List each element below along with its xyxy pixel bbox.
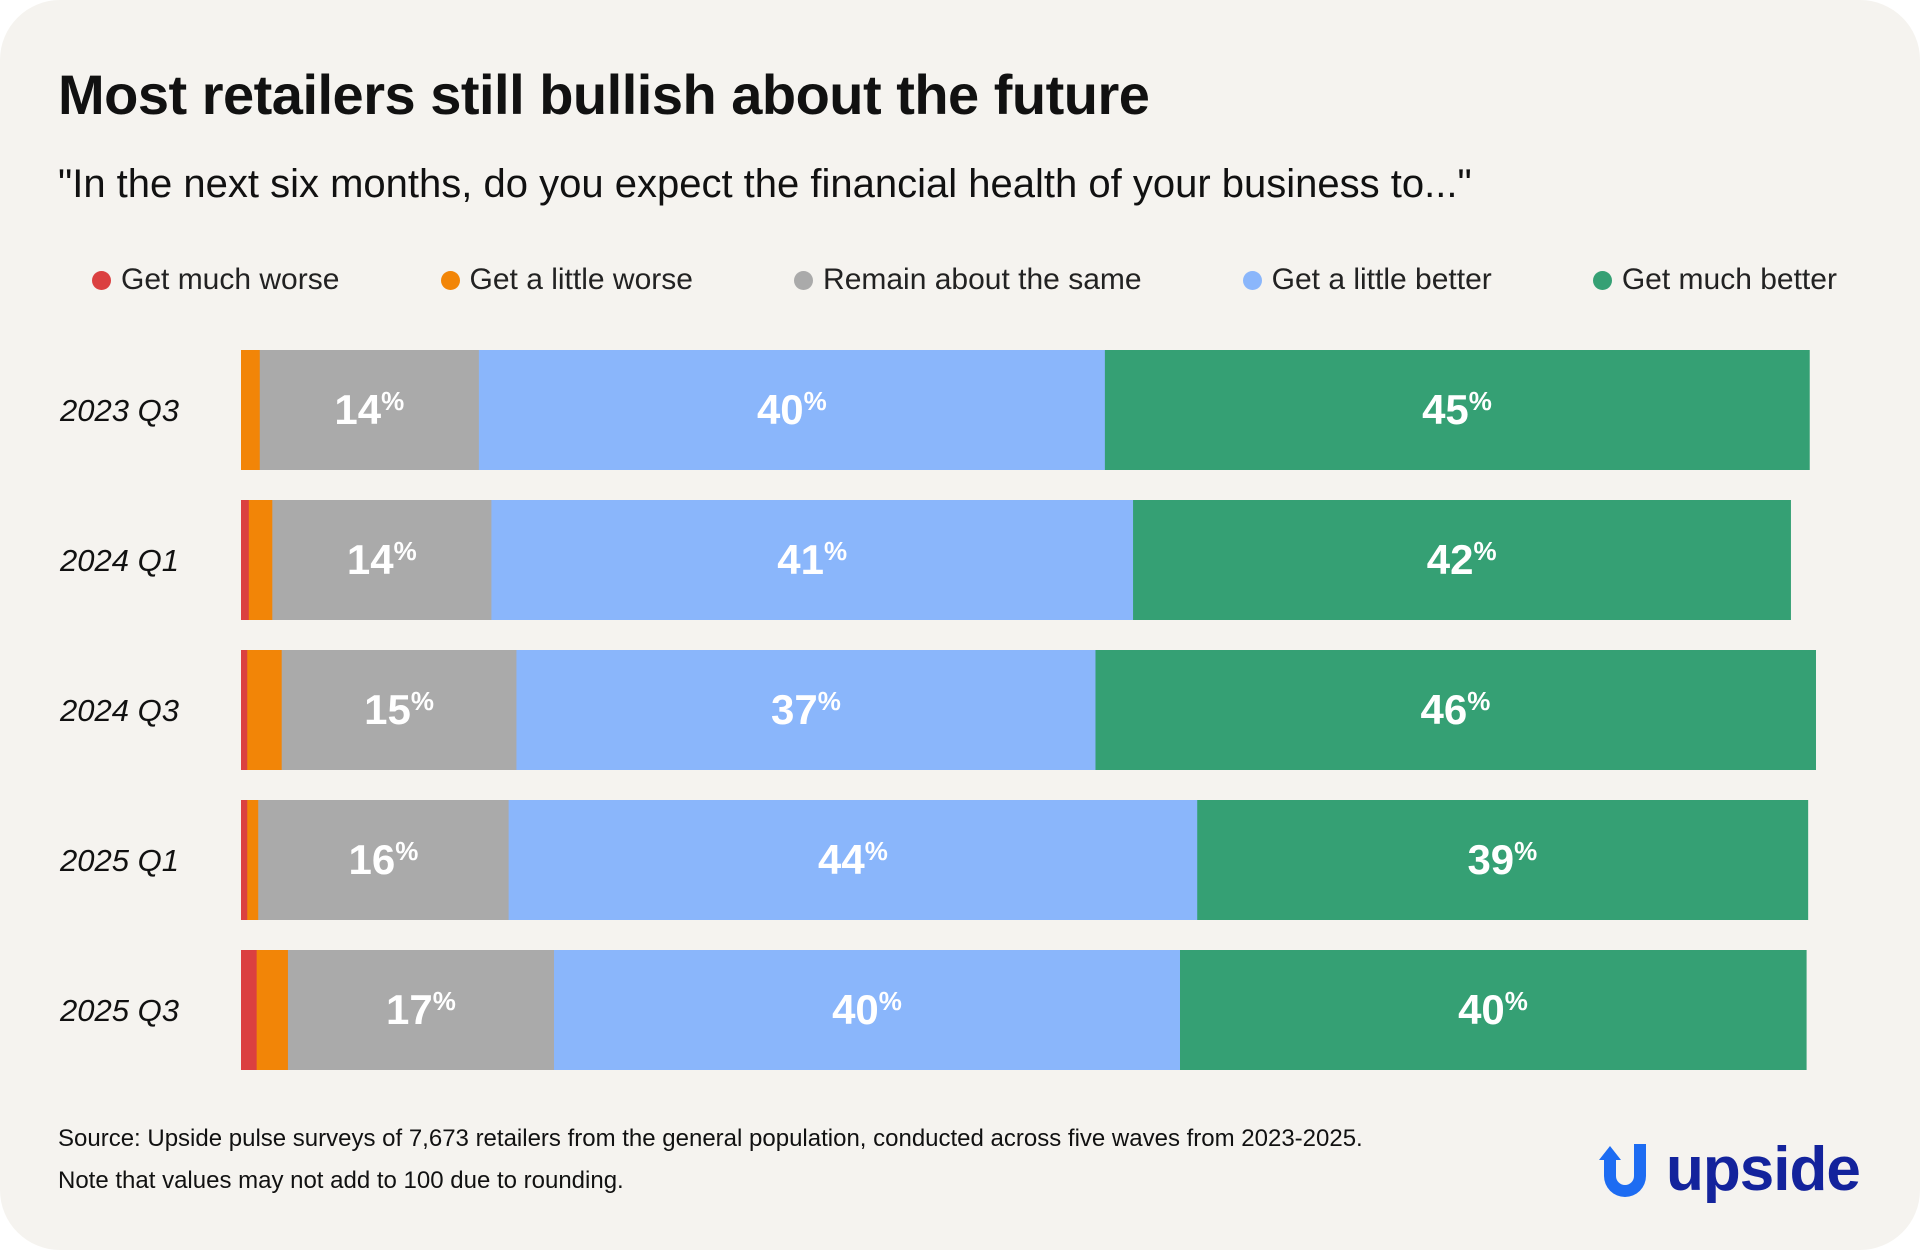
- bar-segment: [248, 500, 273, 620]
- bar-segment: [491, 500, 1134, 620]
- legend-dot-icon: [1242, 270, 1262, 290]
- legend: Get much worse Get a little worse Remain…: [92, 258, 1837, 302]
- bar-segment: [287, 950, 555, 1070]
- legend-item-much-better: Get much better: [1592, 263, 1837, 297]
- bar-segment: [508, 800, 1198, 920]
- legend-item-little-better: Get a little better: [1242, 263, 1492, 297]
- bar-segment: [241, 950, 258, 1070]
- bar-segment: [241, 650, 248, 770]
- legend-dot-icon: [1592, 270, 1612, 290]
- y-axis-tick-label: 2025 Q1: [59, 843, 179, 878]
- upside-arrow-icon: [1599, 1144, 1646, 1197]
- chart-subtitle: "In the next six months, do you expect t…: [58, 162, 1472, 206]
- bar-segment: [516, 650, 1097, 770]
- bar-segment: [478, 350, 1106, 470]
- bar-segment: [241, 500, 250, 620]
- legend-label: Get a little worse: [469, 263, 693, 296]
- bar-segment: [1180, 950, 1807, 1070]
- y-axis-tick-label: 2023 Q3: [59, 393, 179, 428]
- legend-label: Get a little better: [1271, 263, 1492, 296]
- bar-segment: [241, 800, 248, 920]
- legend-label: Get much better: [1621, 263, 1837, 296]
- bar-segment: [1095, 650, 1816, 770]
- bar-data-label: 14%: [334, 386, 404, 433]
- bar-segment: [258, 800, 510, 920]
- bar-data-label: 41%: [777, 536, 847, 583]
- legend-label: Remain about the same: [823, 263, 1142, 296]
- bar-segment: [1197, 800, 1809, 920]
- upside-logo: upside: [1596, 1135, 1861, 1204]
- chart-title: Most retailers still bullish about the f…: [58, 63, 1150, 126]
- bar-segment: [259, 350, 480, 470]
- legend-item-little-worse: Get a little worse: [440, 263, 693, 297]
- bar-segment: [256, 950, 289, 1070]
- bar-segment: [1133, 500, 1791, 620]
- y-axis-tick-label: 2025 Q3: [59, 993, 179, 1028]
- bar-segment: [247, 650, 283, 770]
- y-axis-tick-label: 2024 Q1: [59, 543, 179, 578]
- bar-segment: [247, 800, 259, 920]
- bar-data-label: 17%: [386, 986, 456, 1033]
- stacked-bar-chart: 2023 Q3 14% 40% 45%2024 Q1 14% 41% 42%2024 Q3 1…: [59, 350, 1816, 1070]
- bar-segment: [1104, 350, 1810, 470]
- bar-segment: [281, 650, 518, 770]
- legend-item-much-worse: Get much worse: [92, 263, 339, 297]
- source-note: Source: Upside pulse surveys of 7,673 re…: [58, 1125, 1363, 1152]
- brand-wordmark: upside: [1666, 1135, 1861, 1204]
- bar-segment: [241, 350, 261, 470]
- bar-segment: [554, 950, 1181, 1070]
- bar-data-label: 42%: [1427, 536, 1497, 583]
- legend-label: Get much worse: [121, 263, 340, 296]
- y-axis-tick-label: 2024 Q3: [59, 693, 179, 728]
- bar-segment: [272, 500, 492, 620]
- legend-dot-icon: [794, 270, 814, 290]
- footer: Source: Upside pulse surveys of 7,673 re…: [58, 1118, 1363, 1202]
- legend-dot-icon: [92, 270, 111, 290]
- rounding-note: Note that values may not add to 100 due …: [58, 1167, 624, 1194]
- legend-item-same: Remain about the same: [794, 263, 1142, 297]
- bar-data-label: 46%: [1421, 686, 1491, 733]
- legend-dot-icon: [440, 270, 460, 290]
